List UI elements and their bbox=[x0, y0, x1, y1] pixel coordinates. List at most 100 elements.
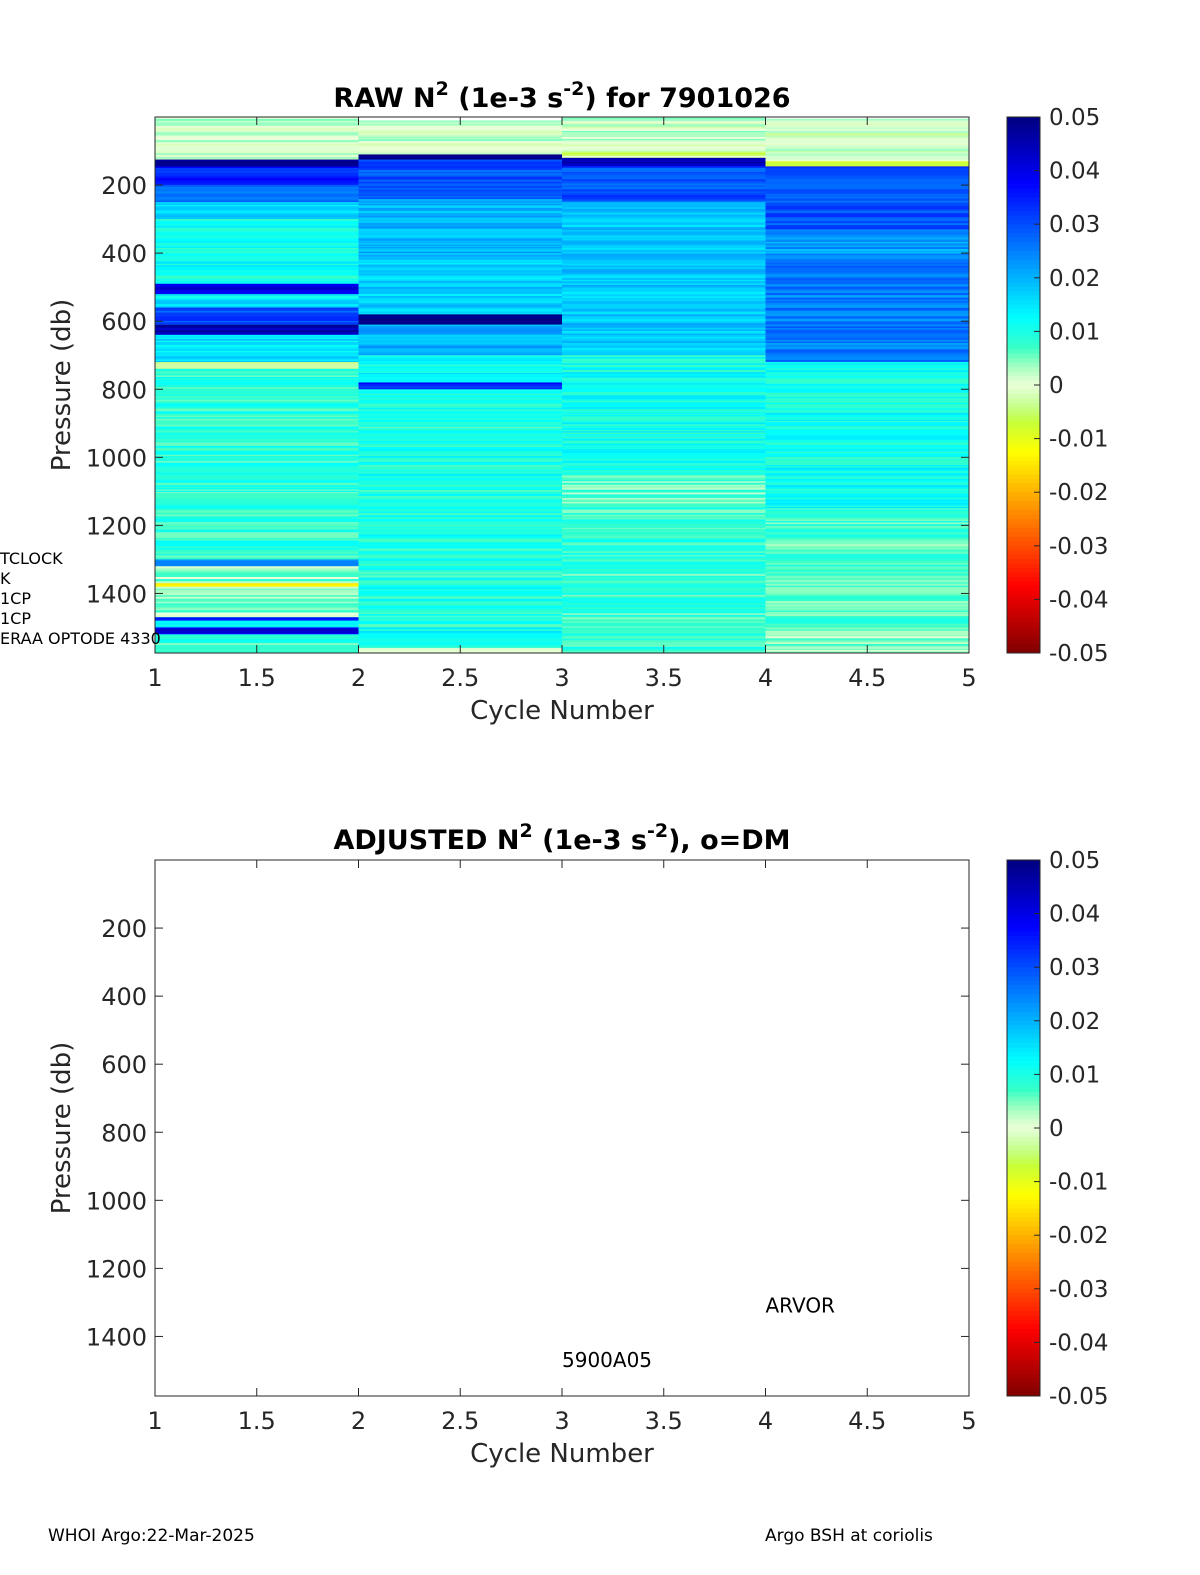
heatmap-cell bbox=[562, 390, 766, 393]
colorbar-segment bbox=[1007, 434, 1040, 440]
colorbar-segment bbox=[1007, 1181, 1040, 1187]
heatmap-cell bbox=[562, 360, 766, 363]
heatmap-cell bbox=[358, 533, 562, 536]
heatmap-cell bbox=[358, 239, 562, 242]
heatmap-cell bbox=[562, 216, 766, 220]
heatmap-cell bbox=[358, 422, 562, 424]
heatmap-cell bbox=[358, 233, 562, 236]
heatmap-cell bbox=[562, 195, 766, 198]
colorbar-segment bbox=[1007, 161, 1040, 167]
heatmap-cell bbox=[562, 538, 766, 541]
heatmap-cell bbox=[562, 183, 766, 186]
heatmap-cell bbox=[358, 381, 562, 383]
heatmap-cell bbox=[562, 239, 766, 241]
heatmap-cell bbox=[155, 605, 359, 608]
heatmap-cell bbox=[155, 432, 359, 435]
heatmap-cell bbox=[358, 412, 562, 415]
heatmap-cell bbox=[358, 261, 562, 264]
heatmap-cell bbox=[155, 620, 359, 624]
heatmap-cell bbox=[358, 497, 562, 500]
heatmap-cell bbox=[562, 364, 766, 368]
heatmap-cell bbox=[562, 338, 766, 341]
heatmap-cell bbox=[155, 390, 359, 394]
heatmap-cell bbox=[562, 362, 766, 364]
heatmap-cell bbox=[562, 226, 766, 230]
heatmap-cell bbox=[562, 606, 766, 608]
heatmap-cell bbox=[562, 162, 766, 164]
heatmap-cell bbox=[358, 245, 562, 248]
heatmap-cell bbox=[155, 598, 359, 601]
colorbar-tick-label: -0.03 bbox=[1049, 534, 1109, 560]
heatmap-cell bbox=[562, 377, 766, 381]
heatmap-cell bbox=[358, 320, 562, 322]
heatmap-cell bbox=[562, 486, 766, 489]
heatmap-cell bbox=[155, 568, 359, 571]
heatmap-cell bbox=[765, 316, 969, 319]
heatmap-cell bbox=[155, 179, 359, 182]
colorbar-segment bbox=[1007, 331, 1040, 337]
heatmap-cell bbox=[155, 551, 359, 555]
heatmap-cell bbox=[358, 573, 562, 576]
heatmap-cell bbox=[155, 314, 359, 317]
heatmap-cell bbox=[155, 177, 359, 181]
heatmap-cell bbox=[155, 464, 359, 467]
heatmap-cell bbox=[358, 643, 562, 646]
heatmap-cell bbox=[562, 302, 766, 305]
heatmap-cell bbox=[765, 386, 969, 389]
heatmap-cell bbox=[562, 167, 766, 171]
heatmap-cell bbox=[155, 336, 359, 339]
heatmap-cell bbox=[562, 124, 766, 127]
x-tick-label: 4 bbox=[758, 664, 773, 692]
heatmap-cell bbox=[358, 565, 562, 568]
heatmap-cell bbox=[155, 564, 359, 567]
y-tick-label: 200 bbox=[101, 172, 147, 200]
heatmap-cell bbox=[562, 327, 766, 330]
colorbar-segment bbox=[1007, 971, 1040, 977]
colorbar-segment bbox=[1007, 349, 1040, 355]
heatmap-cell bbox=[358, 418, 562, 421]
heatmap-cell bbox=[562, 573, 766, 577]
colorbar-segment bbox=[1007, 1244, 1040, 1250]
colorbar-segment bbox=[1007, 259, 1040, 265]
colorbar-segment bbox=[1007, 1047, 1040, 1053]
heatmap-cell bbox=[562, 617, 766, 620]
colorbar-segment bbox=[1007, 953, 1040, 959]
heatmap-cell bbox=[562, 400, 766, 403]
colorbar-segment bbox=[1007, 452, 1040, 457]
heatmap-cell bbox=[358, 314, 562, 317]
heatmap-cell bbox=[765, 380, 969, 383]
heatmap-cell bbox=[155, 629, 359, 632]
x-tick-label: 1 bbox=[147, 1407, 162, 1435]
heatmap-cell bbox=[562, 622, 766, 626]
heatmap-cell bbox=[765, 205, 969, 208]
heatmap-cell bbox=[765, 388, 969, 392]
colorbar-segment bbox=[1007, 1351, 1040, 1357]
colorbar-segment bbox=[1007, 1069, 1040, 1075]
heatmap-cell bbox=[765, 141, 969, 143]
heatmap-cell bbox=[765, 362, 969, 364]
colorbar-segment bbox=[1007, 318, 1040, 323]
heatmap-cell bbox=[765, 267, 969, 271]
colorbar-segment bbox=[1007, 1114, 1040, 1120]
heatmap-cell bbox=[155, 489, 359, 492]
heatmap-cell bbox=[155, 548, 359, 551]
heatmap-cell bbox=[765, 326, 969, 329]
heatmap-cell bbox=[765, 166, 969, 169]
adjusted-x-axis: 1 1.5 2 2.5 3 3.5 4 4.5 5 bbox=[147, 860, 977, 1435]
heatmap-cell bbox=[765, 248, 969, 252]
heatmap-cell bbox=[765, 296, 969, 299]
heatmap-cell bbox=[358, 144, 562, 147]
heatmap-cell bbox=[765, 420, 969, 423]
heatmap-cell bbox=[562, 545, 766, 548]
heatmap-cell bbox=[765, 603, 969, 606]
heatmap-cell bbox=[358, 493, 562, 497]
heatmap-cell bbox=[562, 532, 766, 535]
heatmap-cell bbox=[155, 135, 359, 137]
heatmap-cell bbox=[562, 474, 766, 476]
heatmap-cell bbox=[562, 140, 766, 142]
heatmap-cell bbox=[155, 221, 359, 225]
colorbar-segment bbox=[1007, 1038, 1040, 1044]
heatmap-cell bbox=[562, 460, 766, 464]
heatmap-cell bbox=[358, 641, 562, 643]
heatmap-cell bbox=[358, 464, 562, 468]
